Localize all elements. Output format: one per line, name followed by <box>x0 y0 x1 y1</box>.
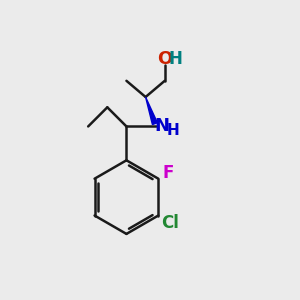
Text: F: F <box>162 164 174 182</box>
Polygon shape <box>146 97 158 124</box>
Text: Cl: Cl <box>162 214 179 232</box>
Text: N: N <box>154 117 169 135</box>
Text: H: H <box>167 123 179 138</box>
Text: H: H <box>169 50 183 68</box>
Text: O: O <box>157 50 172 68</box>
